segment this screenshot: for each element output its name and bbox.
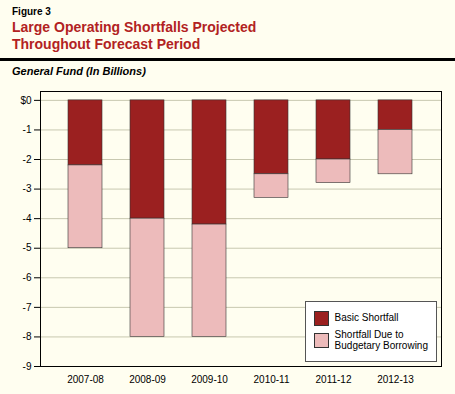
svg-text:-2: -2 — [23, 153, 32, 164]
svg-text:2007-08: 2007-08 — [67, 373, 104, 384]
svg-text:2009-10: 2009-10 — [191, 373, 228, 384]
svg-text:-9: -9 — [23, 360, 32, 371]
svg-text:2008-09: 2008-09 — [129, 373, 166, 384]
svg-text:-6: -6 — [23, 272, 32, 283]
svg-text:-4: -4 — [23, 212, 32, 223]
html-text:General Fund (In Billions): General Fund (In Billions) — [12, 64, 146, 77]
html-text:Figure 3: Figure 3 — [12, 6, 51, 17]
svg-text:-8: -8 — [23, 331, 32, 342]
svg-text:-1: -1 — [23, 124, 32, 135]
svg-text:2010-11: 2010-11 — [254, 373, 290, 384]
html-text:Basic Shortfall: Basic Shortfall — [334, 312, 399, 324]
svg-text:2012-13: 2012-13 — [377, 373, 414, 384]
svg-text:$0: $0 — [20, 94, 32, 105]
svg-text:2011-12: 2011-12 — [316, 373, 352, 384]
html-text:Large Operating Shortfalls Pro: Large Operating Shortfalls Projected Thr… — [12, 19, 257, 52]
svg-text:-3: -3 — [23, 183, 32, 194]
svg-text:-7: -7 — [23, 301, 32, 312]
svg-text:-5: -5 — [23, 242, 32, 253]
html-text:Shortfall Due to Budgetary Bor: Shortfall Due to Budgetary Borrowing — [334, 328, 428, 352]
